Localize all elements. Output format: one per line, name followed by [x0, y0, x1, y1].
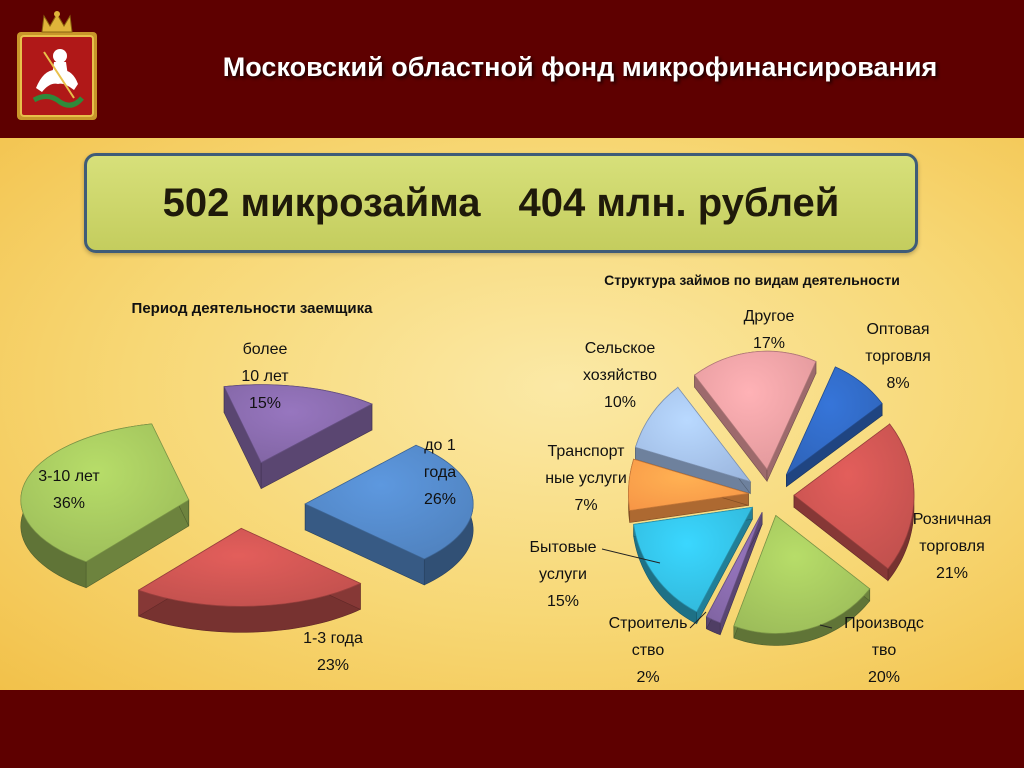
leader-line: [601, 548, 661, 564]
slice-более-10-лет: [223, 384, 373, 490]
loans-amount: 404 млн. рублей: [518, 180, 840, 225]
slice-3-10-лет: [20, 423, 190, 589]
label-3-10-years: 3-10 лет 36%: [38, 468, 100, 512]
label-other: Другое 17%: [744, 308, 795, 352]
label-production: Производс тво 20%: [844, 615, 924, 686]
pie-chart-activity-period: до 1 года 26% 1-3 года 23% 3-10 лет 36% более 10…: [20, 341, 474, 674]
footer-band: [0, 690, 1024, 768]
slice-оптовая-торговля: [786, 366, 883, 488]
slice-1-3-года: [137, 527, 362, 633]
label-1-3-years: 1-3 года 23%: [303, 630, 363, 674]
summary-banner: 502 микрозайма 404 млн. рублей: [84, 153, 918, 253]
label-over-10-years: более 10 лет 15%: [241, 341, 289, 412]
label-agriculture: Сельское хозяйство 10%: [583, 340, 657, 411]
label-household-services: Бытовые услуги 15%: [530, 539, 597, 610]
slice-розничная-торговля: [793, 423, 915, 582]
pie-chart-loan-structure: Оптовая торговля 8% Розничная торговля 21% Про…: [530, 308, 992, 686]
leader-line: [819, 624, 833, 629]
label-construction: Строитель ство 2%: [609, 615, 688, 686]
label-up-to-1-year: до 1 года 26%: [424, 437, 456, 508]
loans-count: 502 микрозайма: [162, 180, 481, 225]
slice-строительство: [705, 512, 763, 636]
label-transport-services: Транспорт ные услуги 7%: [545, 443, 627, 514]
label-retail-trade: Розничная торговля 21%: [913, 511, 992, 582]
slice-производство: [733, 514, 871, 646]
slice-до-1-года: [304, 444, 474, 586]
chart2-title: Структура займов по видам деятельности: [604, 272, 900, 288]
slice-другое: [693, 350, 817, 483]
slice-сельское-хозяйство: [634, 386, 752, 495]
slice-бытовые-услуги: [633, 506, 754, 625]
leader-line: [689, 611, 707, 629]
slice-транспортные-услуги: [628, 458, 749, 523]
label-wholesale-trade: Оптовая торговля 8%: [865, 321, 930, 392]
chart1-title: Период деятельности заемщика: [132, 300, 374, 317]
coat-of-arms-icon: [17, 11, 97, 120]
page-title: Московский областной фонд микрофинансиро…: [222, 52, 938, 82]
header-band: [0, 0, 1024, 138]
